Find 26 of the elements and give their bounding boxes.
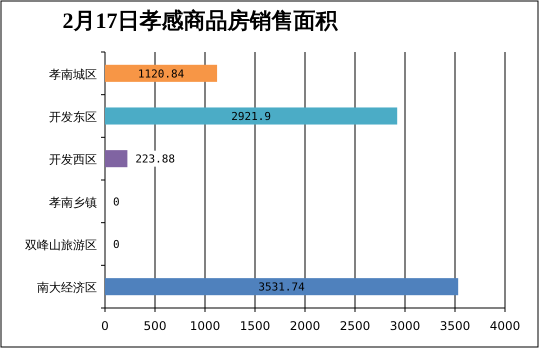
data-label: 3531.74 (258, 280, 306, 294)
x-tick-label: 500 (144, 319, 166, 333)
x-tick-label: 0 (101, 319, 109, 333)
y-tick-label: 孝南城区 (49, 67, 97, 82)
bar (105, 150, 128, 168)
x-tick-label: 1500 (240, 319, 270, 333)
data-label: 223.88 (135, 152, 176, 166)
y-tick-label: 开发西区 (49, 152, 97, 167)
x-tick-label: 2500 (340, 319, 370, 333)
y-tick-label: 南大经济区 (37, 280, 97, 295)
data-label: 0 (112, 195, 120, 208)
bar (105, 278, 458, 296)
bar (105, 107, 398, 125)
data-label: 1120.84 (138, 67, 185, 80)
y-tick-label: 开发东区 (49, 110, 97, 124)
x-tick-label: 1000 (190, 319, 220, 333)
chart-title: 2月17日孝感商品房销售面积 (62, 8, 338, 33)
x-tick-label: 3500 (440, 319, 470, 333)
x-tick-label: 2000 (290, 319, 320, 333)
y-tick-label: 双峰山旅游区 (25, 238, 97, 252)
data-label: 2921.9 (231, 110, 271, 123)
bar (105, 64, 218, 82)
data-label: 0 (112, 238, 120, 251)
x-tick-label: 3000 (390, 319, 420, 333)
y-tick-label: 孝南乡镇 (49, 195, 97, 210)
x-tick-label: 4000 (490, 319, 520, 333)
